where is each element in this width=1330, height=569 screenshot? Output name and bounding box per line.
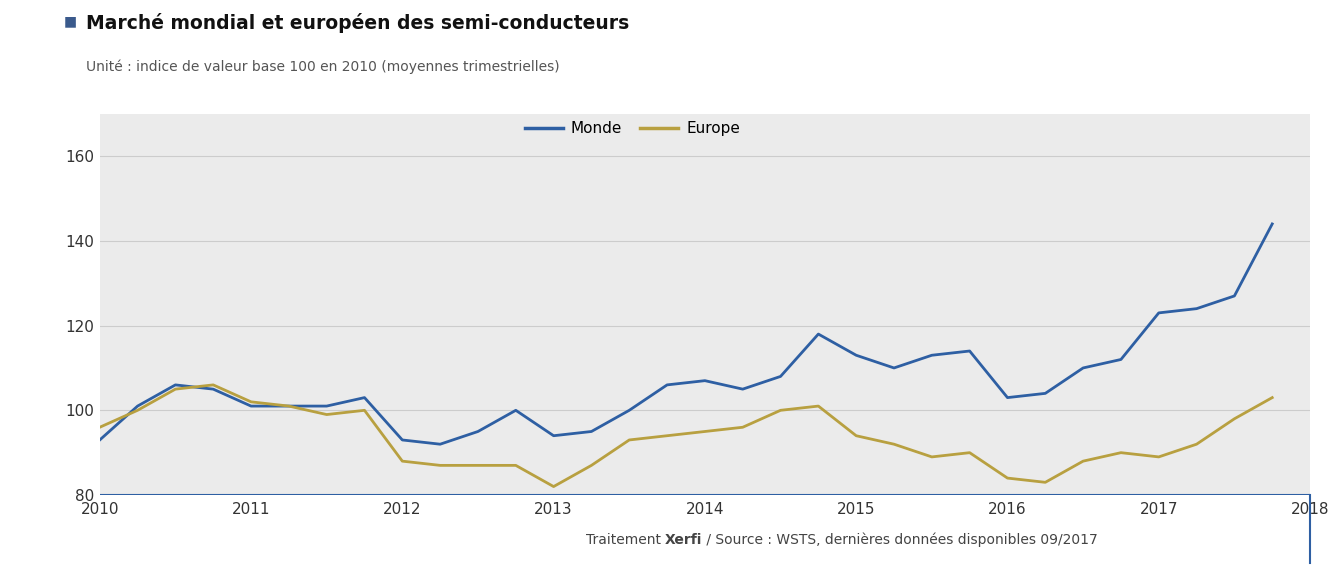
Legend: Monde, Europe: Monde, Europe: [524, 121, 739, 137]
Text: ■: ■: [64, 14, 77, 28]
Text: Xerfi: Xerfi: [665, 533, 702, 547]
Text: / Source : WSTS, dernières données disponibles 09/2017: / Source : WSTS, dernières données dispo…: [702, 533, 1099, 547]
Text: Marché mondial et européen des semi-conducteurs: Marché mondial et européen des semi-cond…: [86, 13, 629, 32]
Text: Traitement: Traitement: [585, 533, 665, 547]
Text: Unité : indice de valeur base 100 en 2010 (moyennes trimestrielles): Unité : indice de valeur base 100 en 201…: [86, 60, 560, 74]
